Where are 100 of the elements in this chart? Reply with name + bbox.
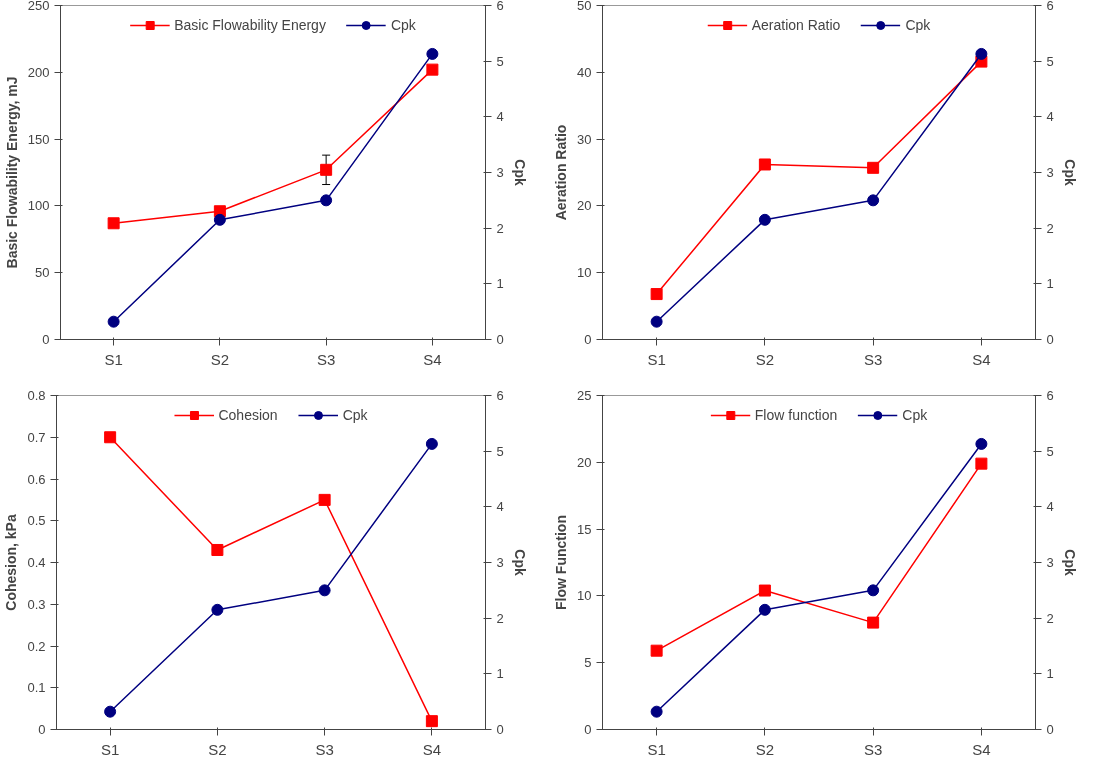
y-axis-title: Cohesion, kPa [3,514,20,611]
y-tick-label: 250 [27,0,50,13]
x-tick-label: S2 [755,740,775,758]
y2-axis-title: Cpk [511,159,528,186]
x-tick-label: S3 [316,350,336,368]
y2-tick-label: 2 [1046,610,1054,626]
point [650,288,663,301]
point [758,158,771,171]
y-tick-label: 0 [42,332,50,347]
x-tick-label: S2 [210,350,230,368]
y-tick-label: 10 [577,588,592,604]
y-tick-label: 20 [577,454,592,470]
y-tick-label: 0 [584,332,592,347]
x-tick-label: S3 [863,740,883,758]
x-tick-label: S1 [647,350,666,368]
legend-label: Flow function [754,407,838,423]
point [867,616,880,629]
y2-tick-label: 2 [1046,220,1054,236]
y2-tick-label: 0 [1046,722,1054,737]
y-tick-label: 0.3 [27,596,46,612]
y-tick-label: 0.5 [27,513,46,529]
point [320,163,333,176]
point [650,705,663,718]
point [318,493,331,506]
y2-axis-title: Cpk [511,549,528,576]
x-tick-label: S3 [863,350,883,368]
point [104,431,117,444]
y2-tick-label: 1 [1046,276,1054,292]
x-tick-label: S4 [423,350,442,368]
y-tick-label: 0 [38,722,46,737]
y2-tick-label: 5 [496,53,504,69]
y2-axis-title: Cpk [1061,549,1078,576]
legend-label: Cpk [902,407,928,423]
point [867,161,880,174]
legend-label: Cpk [342,407,368,423]
point [213,213,226,226]
y2-tick-label: 0 [496,332,504,347]
x-tick-label: S3 [315,740,334,758]
y-tick-label: 10 [577,265,592,281]
y2-tick-label: 6 [496,388,504,403]
point [318,584,331,597]
point [107,217,120,230]
x-tick-label: S1 [100,740,120,758]
y-tick-label: 15 [577,521,592,537]
y2-tick-label: 0 [496,722,504,737]
y2-tick-label: 0 [1046,332,1054,347]
point [867,584,880,597]
point [426,47,439,60]
y-tick-label: 5 [584,655,592,671]
y2-tick-label: 5 [1046,443,1054,459]
legend-label: Aeration Ratio [751,17,841,33]
y2-tick-label: 6 [1046,388,1054,403]
y2-tick-label: 4 [1046,499,1054,515]
legend-label: Cohesion [218,407,278,423]
y2-tick-label: 5 [1046,53,1054,69]
y2-tick-label: 1 [1046,666,1054,682]
y2-tick-label: 3 [496,555,504,570]
point [758,213,771,226]
point [867,194,880,207]
point [975,47,988,60]
y2-tick-label: 4 [496,109,504,125]
y-tick-label: 200 [27,64,50,80]
point [104,705,117,718]
point [211,543,224,556]
x-tick-label: S4 [972,740,991,758]
point [426,63,439,76]
point [425,437,438,450]
x-tick-label: S2 [755,350,775,368]
point [107,315,120,328]
y-tick-label: 20 [577,198,592,214]
y-tick-label: 0.2 [27,638,46,654]
x-tick-label: S4 [422,740,442,758]
y2-tick-label: 3 [496,165,504,180]
y-tick-label: 0.7 [27,429,46,445]
legend-label: Cpk [390,17,416,33]
y2-tick-label: 5 [496,443,504,459]
y2-tick-label: 1 [496,276,504,292]
y-tick-label: 25 [577,388,592,403]
y-axis-title: Flow Function [553,515,570,610]
y-tick-label: 0.1 [27,680,46,696]
y-tick-label: 30 [577,131,592,147]
y-tick-label: 100 [27,198,50,214]
y-tick-label: 0 [584,722,592,737]
y2-tick-label: 2 [496,220,504,236]
y-tick-label: 150 [27,131,50,147]
x-tick-label: S2 [208,740,227,758]
legend-label: Basic Flowability Energy [174,17,326,33]
y-axis-title: Basic Flowability Energy, mJ [3,76,20,269]
x-tick-label: S1 [647,740,666,758]
y-tick-label: 0.4 [27,555,46,570]
point [975,437,988,450]
point [650,315,663,328]
y-tick-label: 0.6 [27,471,46,487]
point [975,457,988,470]
y2-tick-label: 6 [1046,0,1054,13]
point [425,715,438,728]
y2-tick-label: 2 [496,610,504,626]
y-tick-label: 0.8 [27,388,46,403]
legend-label: Cpk [905,17,931,33]
x-tick-label: S1 [104,350,123,368]
